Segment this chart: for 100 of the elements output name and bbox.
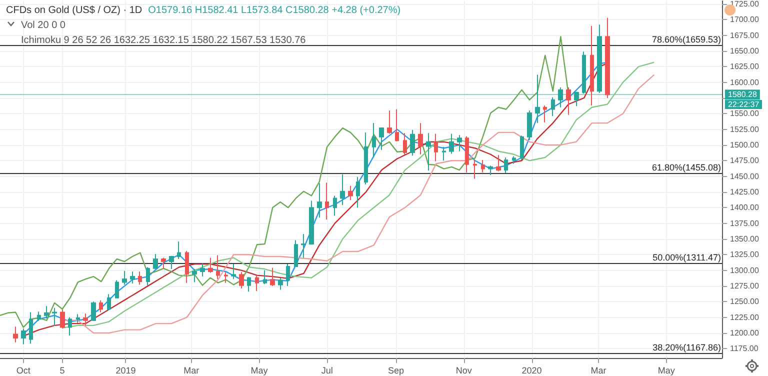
candlestick [29,312,33,344]
y-tick-label: 1450.00 [730,172,760,181]
candlestick [115,280,119,298]
x-tick-label: Jul [321,366,333,376]
candlestick [340,174,345,206]
y-tick-label: 1700.00 [730,15,760,24]
y-tick-label: 1300.00 [730,266,760,275]
annotation: Ichimoku 9 26 52 26 1632.25 1632.15 1580.22 1567.53 1530.76 [21,35,306,46]
candlestick [605,17,610,98]
y-tick-label: 1475.00 [730,156,760,166]
y-tick-label: 1275.00 [730,281,760,290]
annotation: O1579.16 H1582.41 L1573.84 C1580.28 +4.28 (+0.27%) [148,5,401,16]
candlestick [37,311,41,322]
candlestick [200,262,205,278]
candlestick [325,182,329,220]
candlestick [52,307,57,327]
candlestick [239,272,244,289]
ref-line-label: 61.80%(1455.08) [652,162,721,173]
candlestick [364,132,368,185]
x-tick-label: Sep [388,366,404,376]
candlestick [473,158,477,180]
candlestick [504,157,508,174]
y-tick-label: 1200.00 [730,328,760,338]
candlestick [68,316,72,336]
candlestick [356,176,360,208]
candlestick [348,185,353,201]
ref-line-label: 50.00%(1311.47) [652,252,721,263]
candlestick [21,328,26,345]
candlestick [543,105,547,123]
candlestick [457,134,462,152]
candlestick [301,233,306,258]
candlestick [169,255,174,270]
candlestick [231,264,236,280]
x-tick-label: Oct [16,366,31,376]
candlestick [403,132,407,155]
candlestick [566,86,571,116]
candlestick [496,154,501,172]
candlestick [372,122,376,158]
candlestick [527,110,532,140]
candlestick [597,24,602,94]
candlestick [582,51,586,94]
candlestick [558,86,563,108]
candlestick [224,272,228,284]
candlestick [395,108,399,142]
candlestick [161,257,166,269]
candlestick [481,160,485,174]
candlestick [185,250,189,284]
candlestick [512,156,516,164]
line-series [0,36,570,328]
y-tick-label: 1425.00 [730,187,760,196]
y-tick-label: 1225.00 [730,312,760,322]
candlestick [60,309,65,330]
candlestick [177,240,181,260]
candlestick [255,275,259,292]
candlestick [130,271,135,284]
candlestick [590,25,594,106]
candlestick [99,300,103,313]
candlestick [138,271,142,286]
candlestick [83,313,88,326]
candlestick [449,133,454,154]
candlestick [465,136,469,174]
candlestick [122,270,127,286]
candlestick [44,305,49,320]
annotation: Vol 20 0 0 [21,20,66,31]
y-tick-label: 1350.00 [730,234,760,244]
candlestick [192,268,197,283]
y-tick-label: 1250.00 [730,297,760,306]
candlestick [247,276,251,292]
y-tick-label: 1600.00 [730,78,760,87]
candlestick [146,266,150,286]
y-tick-label: 1650.00 [730,46,760,56]
candlestick [216,254,220,280]
x-tick-label: 2019 [116,366,136,376]
y-tick-label: 1400.00 [730,203,760,212]
chart-title: CFDs on Gold (US$ / OZ) · 1D [6,5,142,16]
candlestick [76,314,80,324]
text: 22:22:37 [725,100,762,109]
candlestick [153,253,158,270]
x-tick-label: Mar [590,366,606,376]
y-tick-label: 1675.00 [730,30,760,40]
candlestick [208,257,213,274]
x-tick-label: May [658,366,676,376]
candlestick [317,182,322,218]
candlestick [91,301,96,322]
y-tick-label: 1175.00 [730,344,759,354]
x-tick-label: Mar [184,366,200,376]
y-tick-label: 1325.00 [730,250,760,260]
y-tick-label: 1500.00 [730,140,760,150]
candlestick [442,146,446,162]
x-tick-label: 2020 [522,366,542,376]
candlestick [520,135,524,161]
y-tick-label: 1525.00 [730,124,760,134]
x-tick-label: Nov [456,366,472,376]
candlestick [574,91,579,107]
ref-line-label: 78.60%(1659.53) [652,34,721,45]
candlestick [535,74,540,124]
candlestick [387,110,392,134]
candlestick [263,270,267,285]
candlestick [434,133,438,162]
candlestick [418,122,423,155]
